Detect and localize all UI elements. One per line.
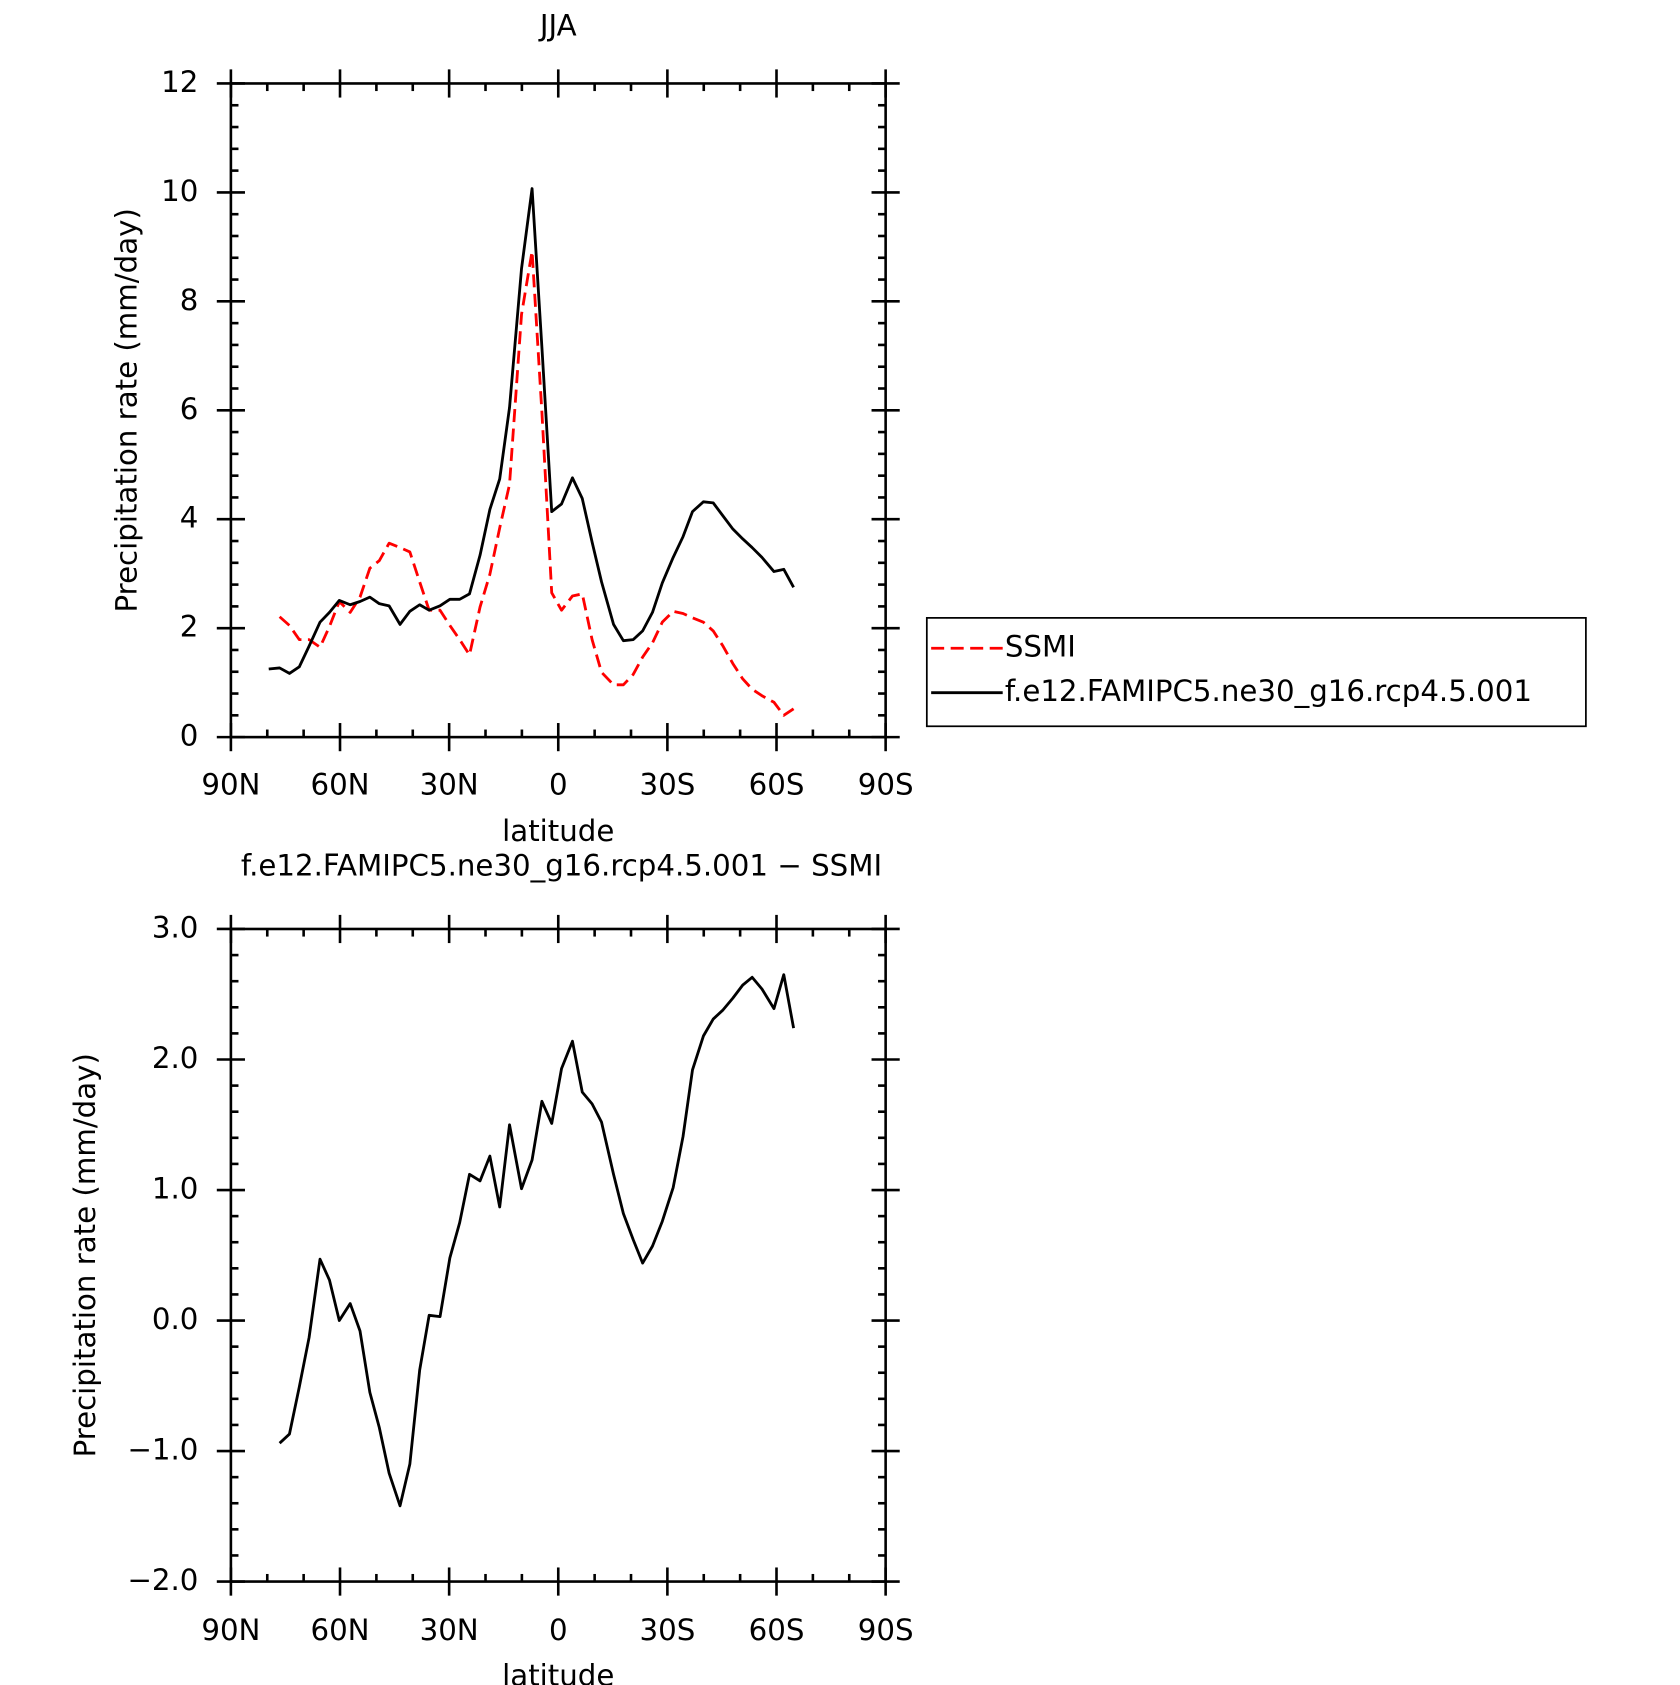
y-tick-label: 12 xyxy=(161,65,198,99)
legend-label: SSMI xyxy=(1005,630,1076,664)
y-tick-label: 0.0 xyxy=(152,1302,199,1336)
y-tick-label: 0 xyxy=(180,719,199,753)
chart-title: f.e12.FAMIPC5.ne30_g16.rcp4.5.001 − SSMI xyxy=(241,849,882,883)
legend-label: f.e12.FAMIPC5.ne30_g16.rcp4.5.001 xyxy=(1005,674,1532,708)
x-tick-label: 30N xyxy=(420,767,479,801)
legend-box xyxy=(925,617,1587,728)
y-tick-label: 4 xyxy=(180,501,199,535)
x-tick-label: 60S xyxy=(749,1613,805,1647)
plot-frame xyxy=(229,82,887,739)
y-tick-label: 2 xyxy=(180,610,199,644)
data-line xyxy=(278,249,795,717)
x-tick-label: 60N xyxy=(310,1613,369,1647)
x-tick-label: 60S xyxy=(749,767,805,801)
data-line xyxy=(268,187,795,675)
y-tick-label: 2.0 xyxy=(152,1041,199,1075)
x-axis-label: latitude xyxy=(502,814,614,848)
x-tick-label: 60N xyxy=(310,767,369,801)
legend: SSMI f.e12.FAMIPC5.ne30_g16.rcp4.5.001 xyxy=(925,617,1587,728)
y-tick-label: −1.0 xyxy=(127,1433,198,1467)
y-tick-label: 10 xyxy=(161,174,198,208)
x-axis-label: latitude xyxy=(502,1658,614,1685)
x-tick-label: 90S xyxy=(858,767,914,801)
figure-content: JJA latitude Precipitation rate (mm/day) 0 2… xyxy=(68,9,1587,1685)
x-tick-label: 90N xyxy=(201,1613,260,1647)
x-tick-label: 0 xyxy=(549,1613,568,1647)
y-tick-label: 3.0 xyxy=(152,910,199,944)
y-tick-label: −2.0 xyxy=(127,1563,198,1597)
x-tick-label: 30N xyxy=(420,1613,479,1647)
x-tick-label: 90S xyxy=(858,1613,914,1647)
x-tick-label: 0 xyxy=(549,767,568,801)
y-axis-label: Precipitation rate (mm/day) xyxy=(109,208,143,612)
y-tick-label: 6 xyxy=(180,392,199,426)
plot-frame xyxy=(229,927,887,1583)
chart-title: JJA xyxy=(538,9,577,43)
data-line xyxy=(278,973,795,1508)
y-tick-label: 8 xyxy=(180,283,199,317)
x-tick-label: 90N xyxy=(201,767,260,801)
x-tick-label: 30S xyxy=(639,1613,695,1647)
x-tick-label: 30S xyxy=(639,767,695,801)
y-tick-label: 1.0 xyxy=(152,1172,199,1206)
y-axis-label: Precipitation rate (mm/day) xyxy=(68,1053,102,1457)
